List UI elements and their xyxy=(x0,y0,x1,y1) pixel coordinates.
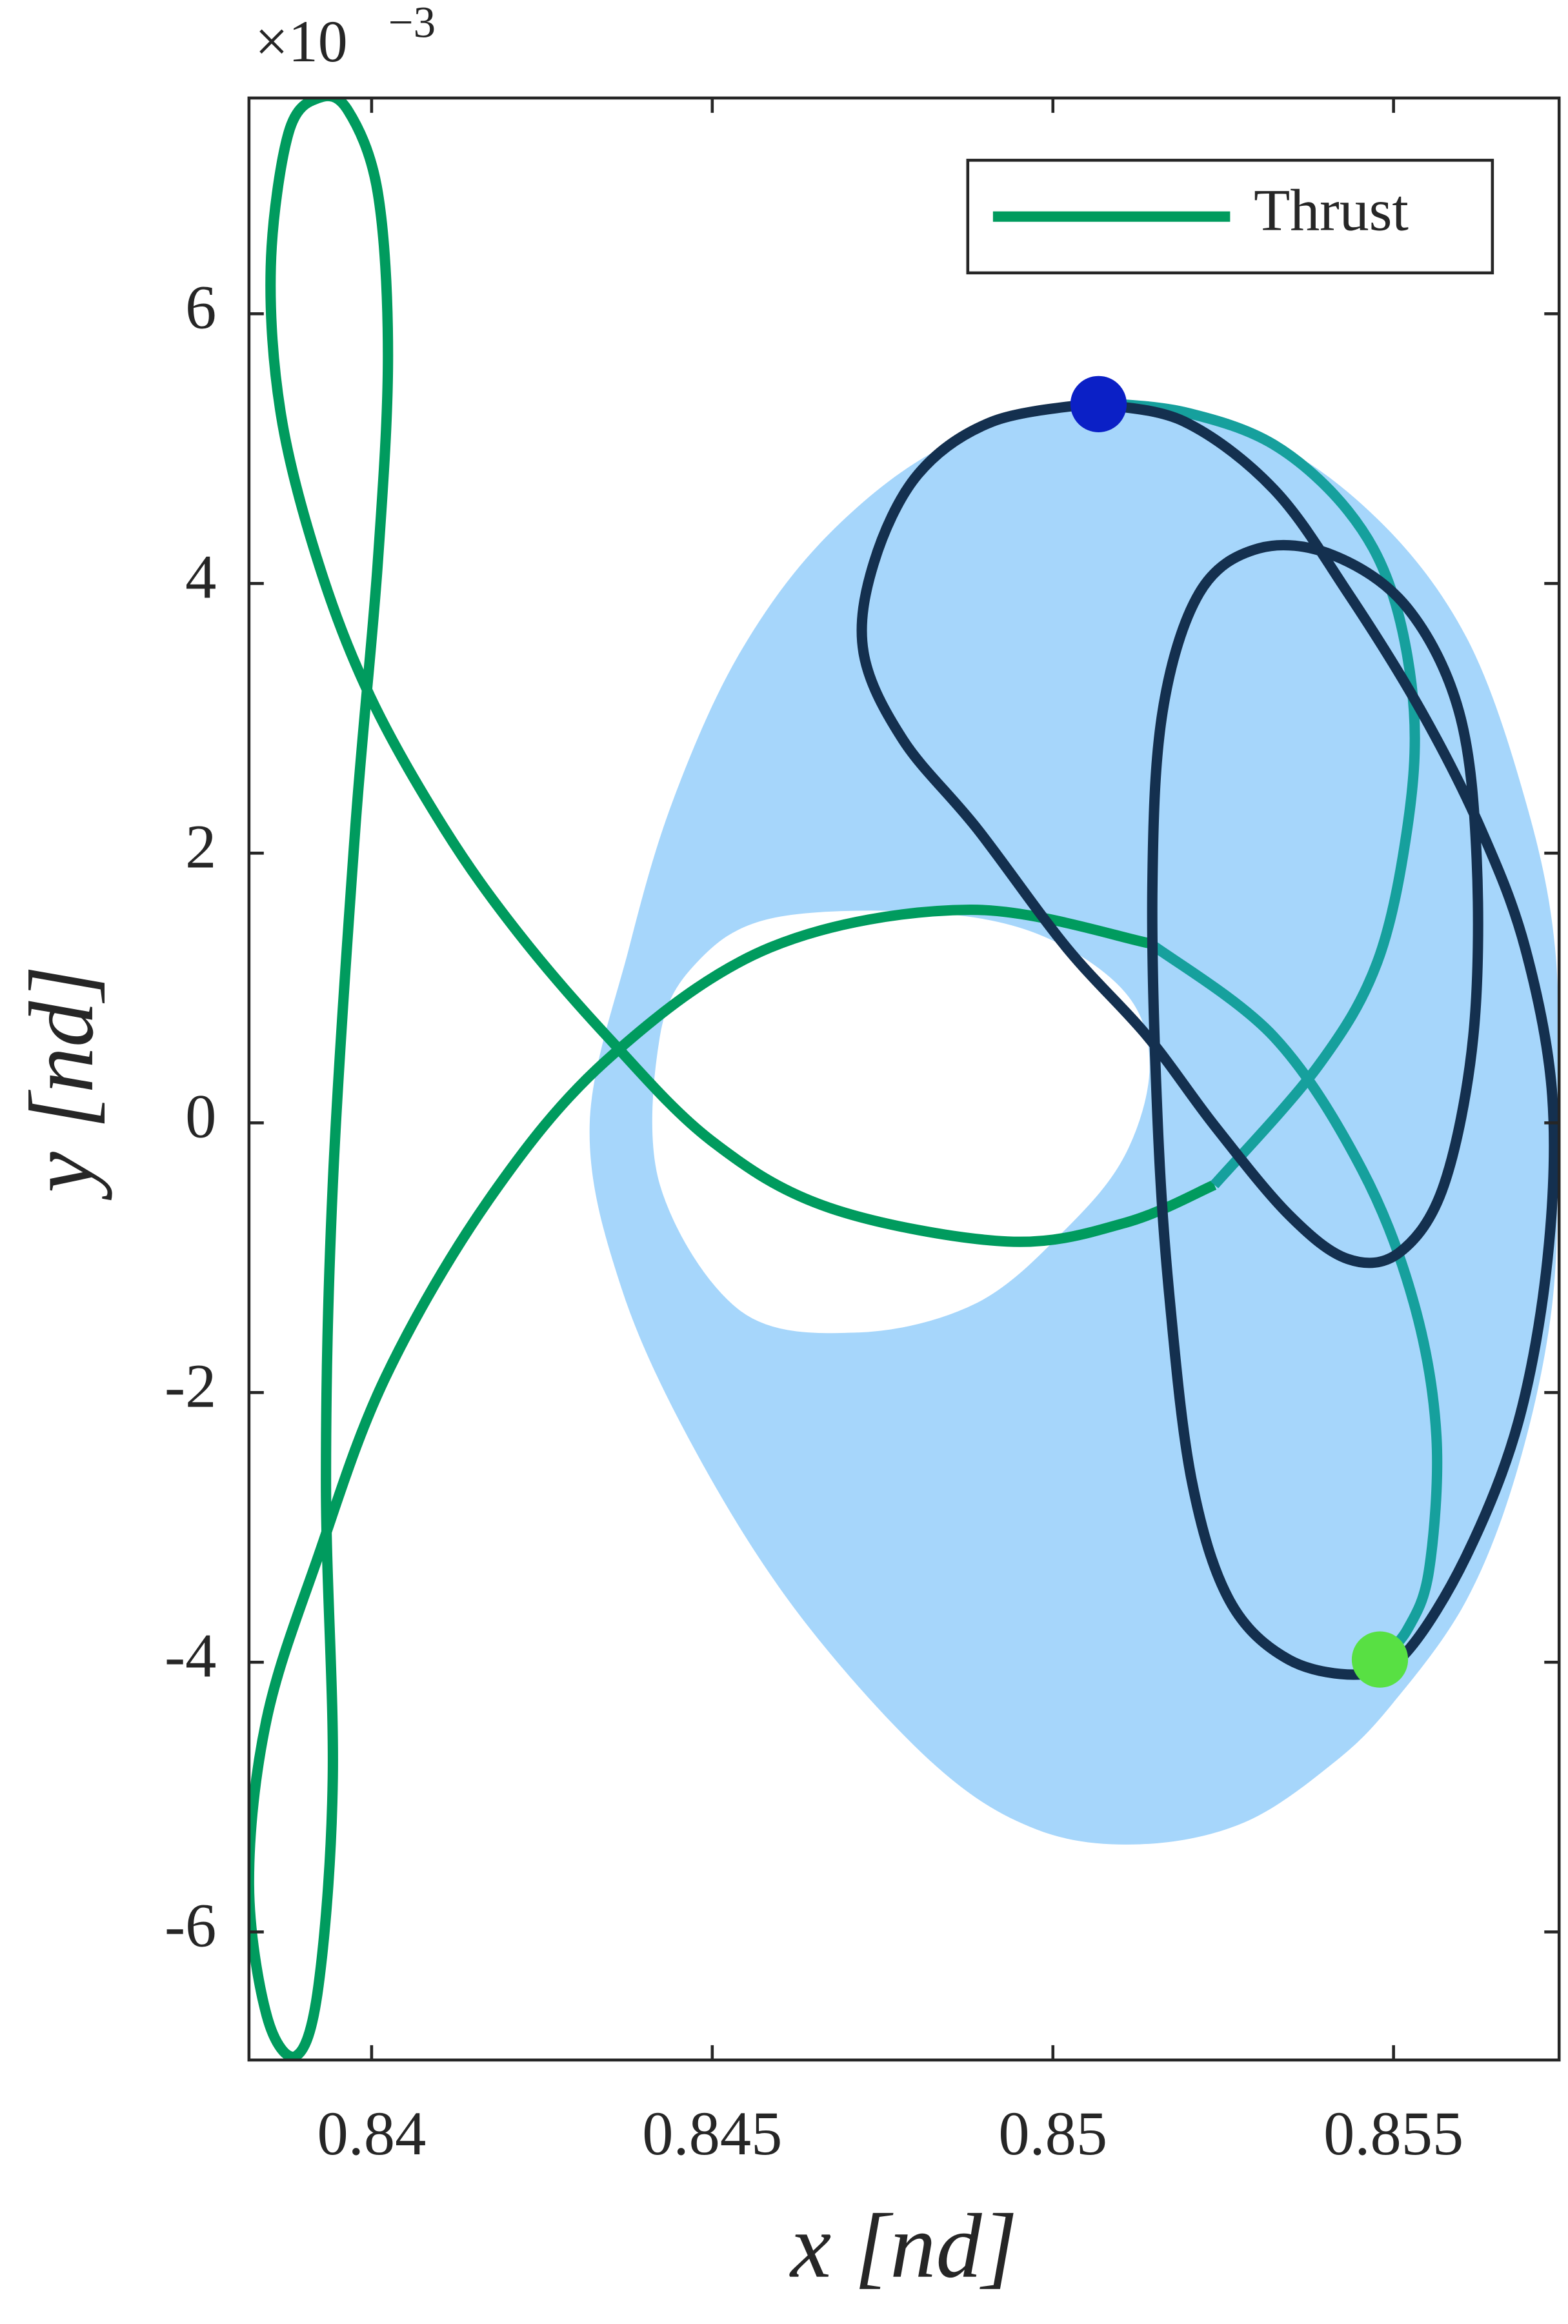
y-tick-label: -4 xyxy=(165,1621,216,1690)
y-tick-label: 6 xyxy=(185,272,216,341)
y-tick-label: -6 xyxy=(165,1890,216,1959)
x-tick-label: 0.85 xyxy=(998,2099,1107,2168)
y-tick-label: 2 xyxy=(185,812,216,881)
y-multiplier: ×10 xyxy=(255,8,348,74)
y-tick-label: 4 xyxy=(185,542,216,611)
y-tick-label: -2 xyxy=(165,1351,216,1420)
plot-area xyxy=(248,97,1560,2060)
legend: Thrust xyxy=(966,159,1494,275)
marker xyxy=(1070,376,1127,432)
marker xyxy=(1351,1631,1409,1688)
series-line xyxy=(248,97,1217,2060)
y-axis-label: y [nd] xyxy=(10,965,112,1200)
axes-box xyxy=(247,96,1561,2062)
region-hole xyxy=(650,909,1151,1335)
y-multiplier-exponent: −3 xyxy=(388,0,436,46)
series-line xyxy=(856,397,1560,1680)
y-tick-label: 0 xyxy=(185,1081,216,1150)
x-axis-label: x [nd] xyxy=(789,2195,1018,2297)
series-line xyxy=(1147,939,1443,1663)
legend-label: Thrust xyxy=(1254,177,1409,243)
x-tick-label: 0.855 xyxy=(1323,2099,1463,2168)
x-tick-label: 0.84 xyxy=(317,2099,427,2168)
axes: 0.84 0.845 0.85 0.855 -6 -4 -2 0 2 4 6 xyxy=(165,97,1560,2168)
x-tick-label: 0.845 xyxy=(642,2099,782,2168)
